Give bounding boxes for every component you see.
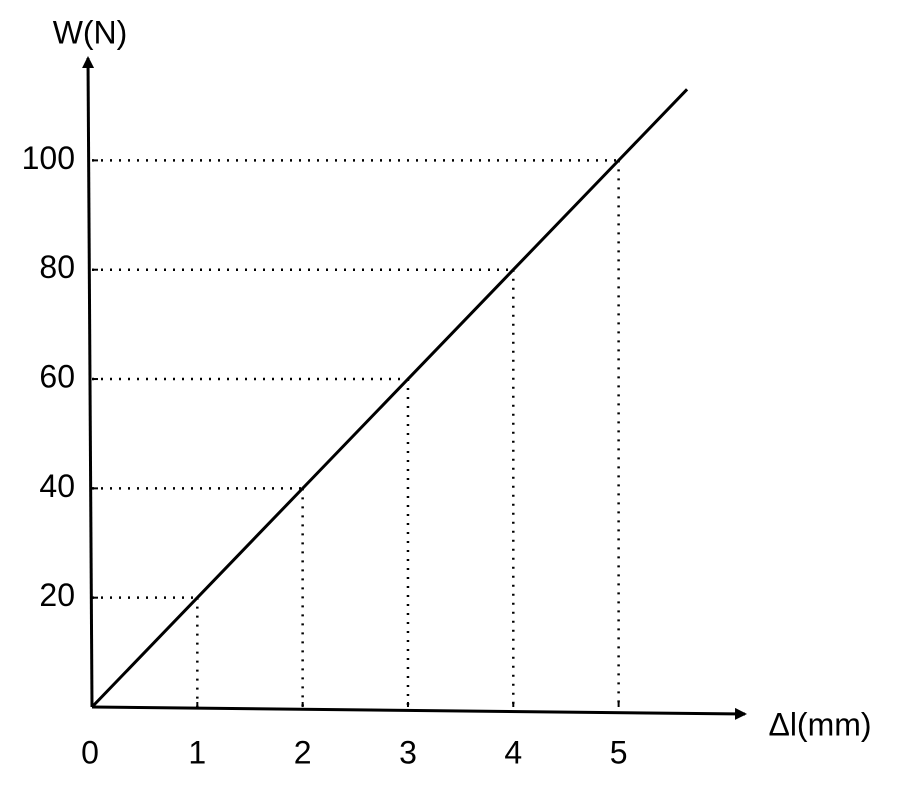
y-tick-label: 100	[22, 140, 75, 176]
x-tick-label: 0	[81, 734, 99, 770]
y-tick-label: 80	[39, 249, 75, 285]
y-axis	[82, 56, 95, 708]
x-tick-label: 2	[294, 734, 312, 770]
y-tick-label: 20	[39, 577, 75, 613]
y-tick-label: 60	[39, 358, 75, 394]
y-tick-label: 40	[39, 468, 75, 504]
x-axis	[91, 705, 747, 720]
x-tick-label: 5	[610, 734, 628, 770]
data-line	[90, 88, 689, 709]
x-tick-label: 3	[399, 734, 417, 770]
x-tick-label: 1	[188, 734, 206, 770]
x-axis-label: Δl(mm)	[768, 706, 871, 742]
x-tick-label: 4	[504, 734, 522, 770]
y-axis-label: W(N)	[53, 14, 128, 50]
